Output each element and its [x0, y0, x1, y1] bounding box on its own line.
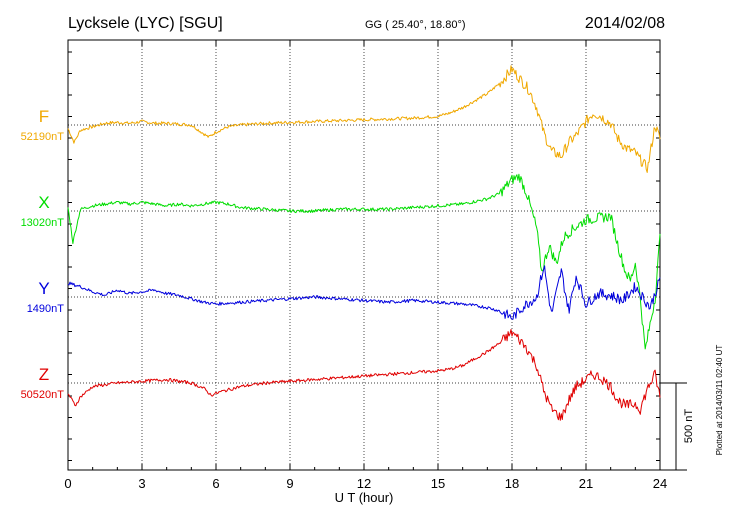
grid — [68, 40, 660, 470]
series-line-f — [67, 65, 661, 173]
x-tick-label: 3 — [138, 476, 145, 491]
x-axis: 0 3 6 9 12 15 18 21 24 — [64, 40, 667, 491]
x-tick-label: 18 — [505, 476, 519, 491]
scale-bar-label: 500 nT — [683, 409, 695, 444]
geo-coordinates: GG ( 25.40°, 18.80°) — [365, 19, 466, 31]
plotted-timestamp: Plotted at 2014/03/11 02:40 UT — [715, 345, 724, 456]
x-tick-label: 9 — [286, 476, 293, 491]
series-line-z — [67, 329, 661, 421]
plot-frame — [67, 39, 661, 471]
series-baseline-x: 13020nT — [21, 217, 65, 229]
x-tick-label: 21 — [579, 476, 593, 491]
x-tick-label: 6 — [212, 476, 219, 491]
plot-date: 2014/02/08 — [585, 15, 665, 32]
x-tick-label: 12 — [357, 476, 371, 491]
series-baseline-z: 50520nT — [21, 389, 65, 401]
scale-bar: 500 nT — [660, 382, 695, 471]
series-baseline-y: 1490nT — [27, 303, 65, 315]
series-name-z: Z — [39, 365, 49, 384]
series-name-f: F — [39, 107, 49, 126]
series-line-x — [67, 173, 661, 350]
x-axis-label: U T (hour) — [335, 490, 394, 505]
station-title: Lycksele (LYC) [SGU] — [68, 15, 223, 32]
series-name-x: X — [38, 193, 49, 212]
series-group — [67, 65, 661, 421]
x-tick-label: 0 — [64, 476, 71, 491]
series-name-y: Y — [38, 279, 49, 298]
series-baseline-f: 52190nT — [21, 131, 65, 143]
series-labels: F 52190nT X 13020nT Y 1490nT Z 50520nT — [21, 107, 65, 401]
x-tick-label: 15 — [431, 476, 445, 491]
x-tick-label: 24 — [653, 476, 667, 491]
series-line-y — [67, 265, 661, 320]
